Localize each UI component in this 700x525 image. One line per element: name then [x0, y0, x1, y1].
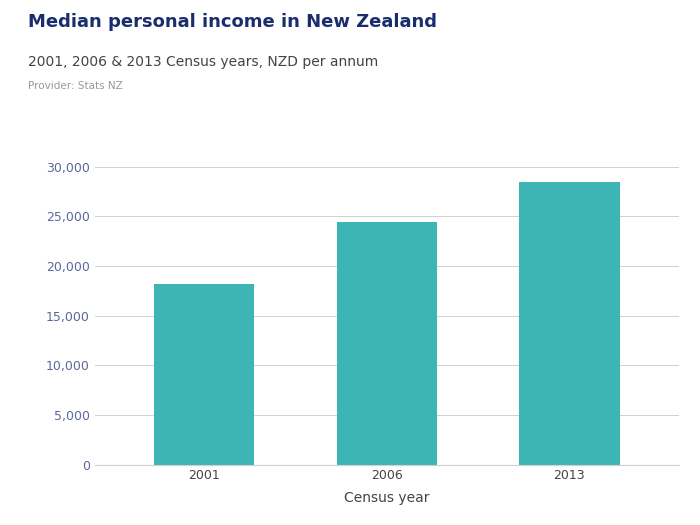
Text: figure.nz: figure.nz: [573, 17, 650, 33]
Bar: [519, 182, 620, 465]
Bar: [337, 223, 437, 465]
Text: Median personal income in New Zealand: Median personal income in New Zealand: [28, 13, 437, 31]
X-axis label: Census year: Census year: [344, 491, 430, 505]
Text: 2001, 2006 & 2013 Census years, NZD per annum: 2001, 2006 & 2013 Census years, NZD per …: [28, 55, 378, 69]
Text: Provider: Stats NZ: Provider: Stats NZ: [28, 81, 122, 91]
Bar: [154, 284, 254, 465]
